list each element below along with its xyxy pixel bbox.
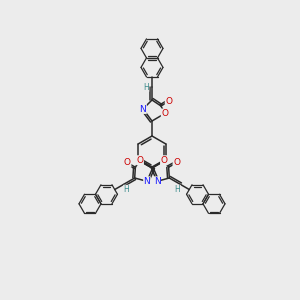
Text: O: O bbox=[173, 158, 180, 167]
Text: N: N bbox=[154, 177, 160, 186]
Text: N: N bbox=[144, 177, 150, 186]
Text: N: N bbox=[140, 104, 146, 113]
Text: O: O bbox=[124, 158, 131, 167]
Text: O: O bbox=[161, 109, 168, 118]
Text: O: O bbox=[165, 97, 172, 106]
Text: O: O bbox=[160, 156, 167, 165]
Text: H: H bbox=[175, 185, 181, 194]
Text: H: H bbox=[143, 82, 149, 91]
Text: H: H bbox=[124, 185, 129, 194]
Text: O: O bbox=[136, 156, 143, 165]
